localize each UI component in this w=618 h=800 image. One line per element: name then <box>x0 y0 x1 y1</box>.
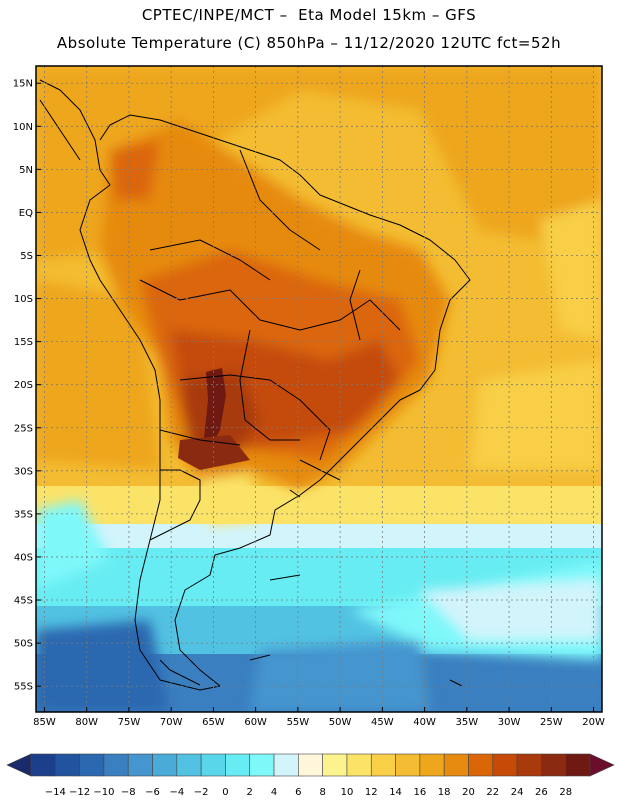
graticule <box>36 66 602 712</box>
lon-tick-label: 55W <box>287 717 310 728</box>
colorbar-swatch <box>395 753 421 777</box>
colorbar-label: 26 <box>535 787 548 798</box>
colorbar-swatch <box>419 753 445 777</box>
colorbar-label: 0 <box>222 787 228 798</box>
lat-tick-label: 45S <box>14 596 33 607</box>
colorbar-label: 8 <box>319 787 325 798</box>
colorbar-swatch <box>79 753 105 777</box>
colorbar-swatch <box>298 753 323 777</box>
colorbar-label: 24 <box>511 787 524 798</box>
colorbar-label: 22 <box>486 787 499 798</box>
lon-tick-label: 85W <box>33 717 56 728</box>
colorbar-swatch <box>200 753 226 777</box>
lat-tick-label: 50S <box>14 639 33 650</box>
colorbar-under-arrow <box>6 753 32 777</box>
colorbar-swatch <box>225 753 251 777</box>
colorbar-label: −14 <box>45 787 66 798</box>
colorbar-swatch <box>370 753 396 777</box>
lon-tick-label: 35W <box>456 717 479 728</box>
colorbar-label: 20 <box>462 787 475 798</box>
lon-tick-label: 40W <box>413 717 436 728</box>
colorbar-swatch <box>55 753 80 777</box>
colorbar-label: 2 <box>247 787 253 798</box>
lat-tick-label: 55S <box>14 682 33 693</box>
title-line-1: CPTEC/INPE/MCT – Eta Model 15km – GFS <box>141 6 477 24</box>
lat-tick-label: 5S <box>20 251 33 262</box>
colorbar-swatch <box>103 753 129 777</box>
lat-tick-label: 40S <box>14 552 33 563</box>
colorbar-label: 16 <box>414 787 427 798</box>
lat-tick-label: EQ <box>19 208 33 219</box>
colorbar-swatch <box>127 753 153 777</box>
colorbar-swatch <box>565 753 591 777</box>
lon-tick-label: 75W <box>118 717 141 728</box>
lat-tick-label: 10N <box>13 122 33 133</box>
colorbar-swatch <box>516 753 542 777</box>
colorbar-swatch <box>322 753 348 777</box>
colorbar-over-arrow <box>589 753 615 777</box>
colorbar-swatch <box>249 753 275 777</box>
colorbar-swatch <box>346 753 372 777</box>
colorbar-label: 14 <box>389 787 402 798</box>
colorbar-label: 10 <box>341 787 354 798</box>
colorbar-swatch <box>468 753 494 777</box>
temperature-field <box>36 66 602 712</box>
lat-tick-label: 20S <box>14 380 33 391</box>
longitude-axis: 85W 80W 75W 70W 65W 60W 55W 50W 45W 40W 35W 30W 25W 2… <box>33 707 605 728</box>
lon-tick-label: 50W <box>329 717 352 728</box>
colorbar-swatch <box>30 753 56 777</box>
colorbar-label: −8 <box>121 787 136 798</box>
colorbar-label: −6 <box>145 787 160 798</box>
colorbar-swatch <box>176 753 202 777</box>
lon-tick-label: 45W <box>371 717 394 728</box>
colorbar-label: −10 <box>93 787 114 798</box>
latitude-axis: 15N 10N 5N EQ 5S 10S 15S 20S 25S 30S 35S 40S 45S 50S 5… <box>13 79 41 693</box>
colorbar-swatch <box>152 753 178 777</box>
colorbar-label: −4 <box>169 787 184 798</box>
colorbar-label: 28 <box>559 787 572 798</box>
colorbar-swatch <box>541 753 566 777</box>
colorbar-swatch <box>492 753 518 777</box>
lon-tick-label: 20W <box>582 717 605 728</box>
lat-tick-label: 10S <box>14 294 33 305</box>
lon-tick-label: 65W <box>202 717 225 728</box>
lon-tick-label: 30W <box>498 717 521 728</box>
colorbar: −14 −12 −10 −8 −6 −4 −2 0 2 4 6 8 10 12 14 16 18 20 22 24 26… <box>6 753 615 798</box>
lat-tick-label: 5N <box>19 165 33 176</box>
map-frame <box>35 65 603 713</box>
colorbar-swatch <box>273 753 299 777</box>
lon-tick-label: 25W <box>540 717 563 728</box>
colorbar-label: 12 <box>365 787 378 798</box>
lon-tick-label: 60W <box>244 717 267 728</box>
lat-tick-label: 15S <box>14 337 33 348</box>
lat-tick-label: 25S <box>14 423 33 434</box>
colorbar-swatch <box>443 753 469 777</box>
lat-tick-label: 35S <box>14 509 33 520</box>
lat-tick-label: 15N <box>13 79 33 90</box>
colorbar-label: −12 <box>69 787 90 798</box>
colorbar-label: 18 <box>438 787 451 798</box>
lat-tick-label: 30S <box>14 466 33 477</box>
colorbar-label: 4 <box>271 787 277 798</box>
colorbar-label: 6 <box>295 787 301 798</box>
lon-tick-label: 70W <box>160 717 183 728</box>
colorbar-label: −2 <box>194 787 209 798</box>
lon-tick-label: 80W <box>75 717 98 728</box>
title-line-2: Absolute Temperature (C) 850hPa – 11/12/… <box>56 34 562 52</box>
